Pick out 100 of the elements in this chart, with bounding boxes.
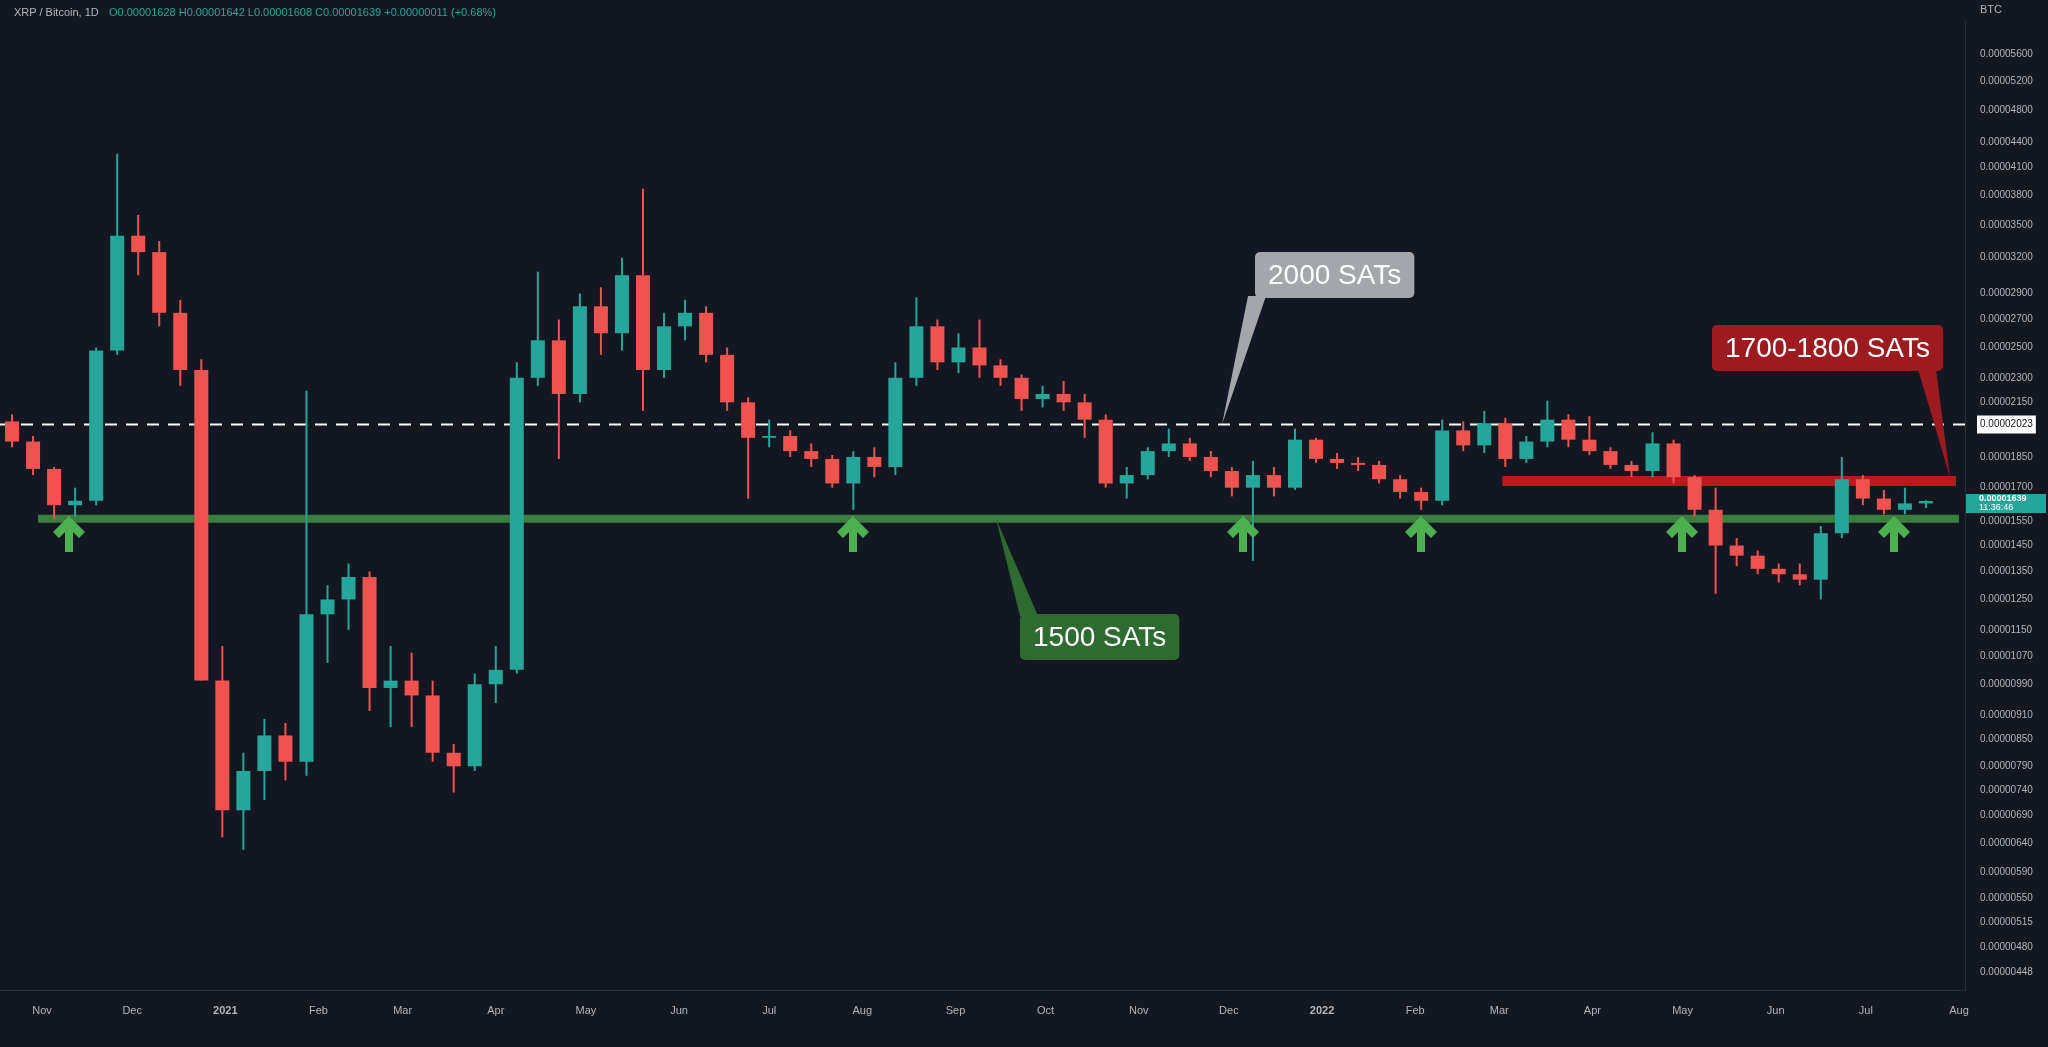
x-tick-label: May (575, 1003, 597, 1016)
x-tick-label: Nov (1128, 1003, 1150, 1016)
x-tick-label: Dec (1219, 1003, 1240, 1016)
y-tick-label: 0.00001150 (1980, 623, 2033, 635)
candlestick (1456, 420, 1471, 453)
x-tick-label: Mar (1489, 1003, 1510, 1016)
y-tick-label: 0.00000480 (1980, 941, 2034, 953)
candlestick (446, 743, 461, 794)
y-tick-label: 0.00002700 (1980, 313, 2034, 325)
annotation: 1700-1800 SATs (1725, 331, 1930, 363)
y-tick-label: 0.00003800 (1980, 189, 2034, 201)
candlestick (678, 298, 693, 342)
y-tick-label: 0.00000590 (1980, 866, 2034, 878)
y-tick-label: 0.00001700 (1980, 481, 2034, 493)
candlestick (1771, 562, 1786, 584)
text: 0.00001639 (1979, 493, 2027, 504)
x-tick-label: Apr (487, 1003, 505, 1016)
y-tick-label: 0.00001250 (1980, 593, 2034, 605)
x-tick-label: 2021 (213, 1003, 238, 1016)
candlestick (1266, 465, 1281, 498)
candlestick (1519, 434, 1534, 464)
candlestick (972, 318, 987, 379)
candlestick (5, 413, 20, 449)
x-tick-label: Jul (1858, 1003, 1873, 1016)
y-tick-label: 0.00003500 (1980, 218, 2034, 230)
x-tick-label: Jun (1766, 1003, 1785, 1016)
y-tick-label: 0.00003200 (1980, 251, 2034, 263)
y-tick-label: 0.00004800 (1980, 104, 2034, 116)
y-tick-label: 0.00002500 (1980, 341, 2034, 353)
candlestick (1056, 379, 1071, 412)
y-tick-label: 0.00005200 (1980, 74, 2034, 86)
y-tick-label: 0.00005600 (1980, 48, 2034, 60)
candlestick (1477, 409, 1492, 455)
candlestick (404, 651, 419, 729)
text: 11:36:46 (1979, 502, 2014, 513)
candlestick (1182, 436, 1197, 462)
candlestick (1161, 427, 1176, 458)
candlestick (1582, 415, 1597, 456)
y-tick-label: 0.00000850 (1980, 733, 2034, 745)
candlestick (1140, 446, 1155, 481)
ref-line-label: 1500 SATs (1033, 620, 1167, 652)
candlestick (1014, 373, 1029, 412)
candlestick (341, 562, 356, 631)
y-tick-label: 0.00001850 (1980, 450, 2034, 462)
candlestick (383, 644, 398, 729)
candlestick (68, 486, 83, 518)
candlestick (1393, 474, 1408, 500)
candlestick (1309, 436, 1324, 464)
candlestick (867, 446, 882, 479)
y-tick-label: 0.00000990 (1980, 678, 2034, 690)
candlestick (1603, 446, 1618, 470)
x-tick-label: Jul (762, 1003, 777, 1016)
y-tick-label: 0.00000515 (1980, 915, 2034, 927)
x-tick-label: Feb (1405, 1003, 1425, 1016)
candlestick (1414, 486, 1429, 511)
y-tick-label: 0.00004400 (1980, 135, 2034, 147)
candlestick (951, 332, 966, 375)
y-tick-label: 0.00000690 (1980, 809, 2034, 821)
candlestick (1897, 486, 1912, 516)
chart-subtitle: O0.00001628 H0.00001642 L0.00001608 C0.00001639 +0.00000011 (+0.68%) (108, 6, 496, 19)
x-tick-label: Feb (309, 1003, 328, 1016)
candlestick (1561, 413, 1576, 449)
y-tick-label: 0.00000640 (1980, 836, 2034, 848)
x-tick-label: Jun (670, 1003, 688, 1016)
x-tick-label: Apr (1583, 1003, 1602, 1016)
candlestick (1245, 459, 1260, 562)
candlestick (783, 429, 798, 458)
candlestick (1729, 537, 1744, 568)
y-tick-label: 0.00002023 (1980, 418, 2034, 430)
candlestick (1876, 488, 1891, 516)
candlestick (762, 418, 777, 449)
x-tick-label: May (1672, 1003, 1694, 1016)
candlestick (1372, 459, 1387, 485)
x-tick-label: Sep (945, 1003, 966, 1016)
x-tick-label: Oct (1037, 1003, 1055, 1016)
x-tick-label: Dec (122, 1003, 143, 1016)
candlestick (1035, 384, 1050, 409)
y-tick-label: 0.00002300 (1980, 371, 2034, 383)
y-axis-title: BTC (1980, 3, 2003, 16)
candlestick (1203, 450, 1218, 479)
y-tick-label: 0.00001450 (1980, 539, 2034, 551)
y-tick-label: 0.00001070 (1980, 649, 2034, 661)
y-tick-label: 0.00002150 (1980, 396, 2034, 408)
y-tick-label: 0.00002900 (1980, 287, 2034, 299)
y-tick-label: 0.00001350 (1980, 565, 2034, 577)
candlestick (488, 644, 503, 705)
y-tick-label: 0.00004100 (1980, 161, 2034, 173)
candlestick (1792, 562, 1807, 587)
y-tick-label: 0.00000550 (1980, 891, 2034, 903)
candlestick (1224, 465, 1239, 498)
candlestick (1540, 399, 1555, 449)
x-tick-label: Mar (393, 1003, 413, 1016)
candlestick (1119, 465, 1134, 500)
y-tick-label: 0.00001550 (1980, 515, 2034, 527)
ref-line-label: 2000 SATs (1268, 258, 1402, 290)
candlestick (320, 584, 335, 664)
candlestick (1750, 549, 1765, 576)
y-tick-label: 0.00000740 (1980, 783, 2034, 795)
x-tick-label: Aug (852, 1003, 873, 1016)
y-tick-label: 0.00000448 (1980, 966, 2034, 978)
